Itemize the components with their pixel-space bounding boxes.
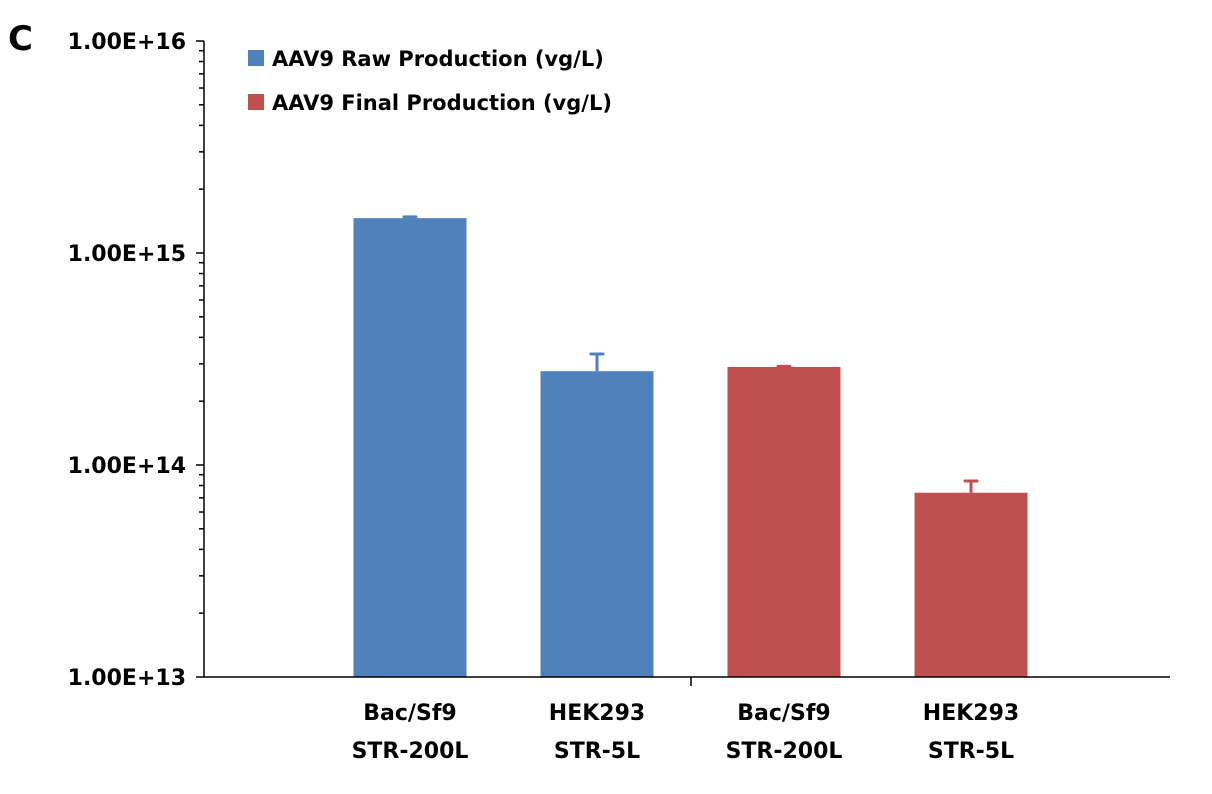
y-ticks: 1.00E+13 1.00E+14 1.00E+15 1.00E+16 (68, 30, 204, 691)
x-labels: Bac/Sf9 STR-200L HEK293 STR-5L Bac/Sf9 STR-20… (352, 701, 1020, 764)
bars (353, 215, 1028, 677)
x-tick-label: HEK293 (549, 701, 645, 726)
x-tick-label: Bac/Sf9 (737, 701, 830, 726)
y-tick-label: 1.00E+14 (68, 454, 186, 479)
x-tick-label: STR-5L (928, 739, 1014, 764)
x-tick-label: STR-5L (554, 739, 640, 764)
legend-swatch (248, 94, 264, 110)
x-tick-label: STR-200L (726, 739, 843, 764)
bar (914, 492, 1028, 677)
x-tick-label: HEK293 (923, 701, 1019, 726)
legend-swatch (248, 50, 264, 66)
x-tick-label: STR-200L (352, 739, 469, 764)
x-tick-label: Bac/Sf9 (363, 701, 456, 726)
y-tick-label: 1.00E+15 (68, 242, 186, 267)
y-tick-label: 1.00E+16 (68, 30, 186, 55)
legend: AAV9 Raw Production (vg/L) AAV9 Final Pro… (248, 47, 612, 115)
bar (353, 218, 467, 677)
legend-label: AAV9 Raw Production (vg/L) (272, 47, 604, 71)
legend-label: AAV9 Final Production (vg/L) (272, 91, 612, 115)
bar (727, 366, 841, 677)
panel-label: C (8, 19, 33, 59)
bar (540, 371, 654, 677)
y-tick-label: 1.00E+13 (68, 666, 186, 691)
